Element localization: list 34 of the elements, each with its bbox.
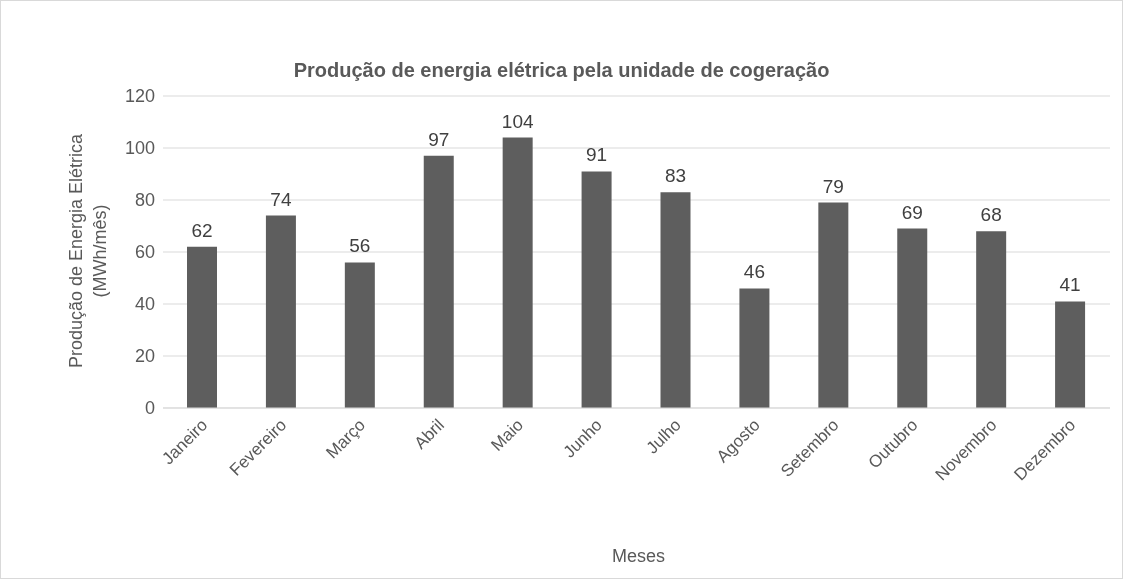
bar bbox=[265, 215, 296, 408]
y-axis-title: Produção de Energia Elétrica (MWh/mês) bbox=[65, 132, 111, 371]
y-tick-label: 20 bbox=[134, 346, 155, 367]
data-label: 62 bbox=[191, 219, 213, 241]
data-label: 74 bbox=[270, 188, 292, 210]
y-tick-label: 40 bbox=[134, 294, 155, 315]
bar bbox=[818, 202, 849, 408]
y-tick-label: 120 bbox=[124, 86, 155, 107]
bar bbox=[423, 155, 454, 408]
bar bbox=[581, 171, 612, 408]
bar bbox=[502, 137, 533, 408]
bar bbox=[976, 231, 1007, 408]
data-label: 97 bbox=[428, 128, 450, 150]
x-axis-title: Meses bbox=[611, 546, 666, 567]
bar bbox=[660, 192, 691, 408]
data-label: 91 bbox=[586, 144, 608, 166]
bar bbox=[1055, 301, 1086, 408]
bar bbox=[344, 262, 375, 408]
y-tick-label: 100 bbox=[124, 138, 155, 159]
y-tick-label: 80 bbox=[134, 190, 155, 211]
data-label: 69 bbox=[901, 201, 923, 223]
bar bbox=[187, 246, 217, 408]
y-tick-label: 60 bbox=[134, 242, 155, 263]
data-label: 83 bbox=[664, 165, 687, 187]
data-label: 104 bbox=[501, 110, 534, 132]
data-label: 41 bbox=[1059, 274, 1081, 296]
data-label: 79 bbox=[822, 175, 844, 197]
y-tick-label: 0 bbox=[144, 398, 155, 419]
data-label: 68 bbox=[980, 204, 1002, 226]
data-label: 56 bbox=[349, 235, 371, 257]
chart-title: Produção de energia elétrica pela unidade de cogeração bbox=[292, 59, 831, 82]
bar bbox=[897, 228, 928, 408]
bar bbox=[739, 288, 770, 408]
data-label: 46 bbox=[743, 261, 765, 283]
